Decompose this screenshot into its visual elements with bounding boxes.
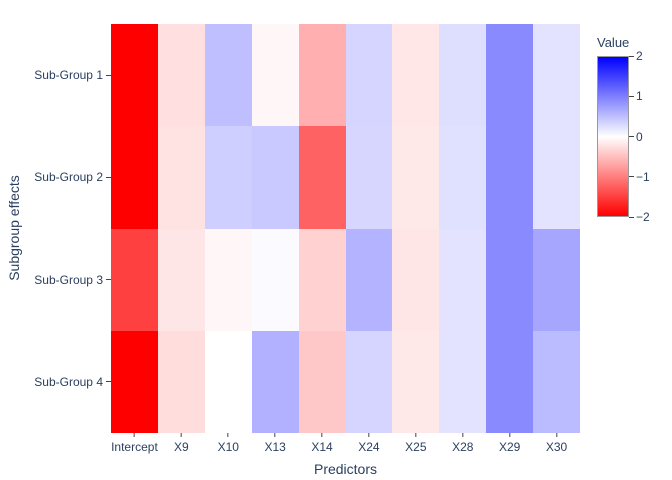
y-axis-ticks: Sub-Group 1 Sub-Group 2 Sub-Group 3 Sub-Gro… — [0, 24, 111, 433]
heatmap-cell — [251, 330, 299, 433]
heatmap-cell — [111, 24, 158, 127]
heatmap-cell — [439, 228, 487, 331]
x-tick-mark — [274, 433, 276, 437]
heatmap-cell — [157, 330, 205, 433]
heatmap-cell — [251, 126, 299, 229]
x-tick-label: X9 — [174, 433, 189, 454]
x-tick-mark — [368, 433, 370, 437]
colorbar[interactable]: 2 1 0 −1 −2 — [597, 49, 650, 224]
heatmap-cell — [204, 126, 252, 229]
colorbar-tick-label: −1 — [629, 170, 650, 184]
x-tick-mark — [556, 433, 558, 437]
heatmap-cell — [251, 228, 299, 331]
y-tick-mark — [106, 279, 111, 281]
heatmap-cell — [298, 24, 346, 127]
x-tick-label: X25 — [405, 433, 427, 454]
colorbar-tick-mark — [629, 95, 634, 97]
x-tick-mark — [415, 433, 417, 437]
heatmap-cell — [486, 24, 534, 127]
colorbar-gradient — [597, 56, 629, 217]
heatmap-cell — [111, 126, 158, 229]
x-tick-mark — [509, 433, 511, 437]
colorbar-tick-mark — [629, 216, 634, 218]
colorbar-tick-label: 2 — [629, 49, 643, 63]
colorbar-tick-label: 0 — [629, 130, 643, 144]
y-tick-mark — [106, 381, 111, 383]
x-tick-label: X10 — [218, 433, 239, 454]
colorbar-tick-mark — [629, 176, 634, 178]
x-tick-mark — [180, 433, 182, 437]
colorbar-tick-mark — [629, 55, 634, 57]
heatmap-cell — [392, 330, 440, 433]
heatmap-cell — [204, 24, 252, 127]
x-tick-mark — [462, 433, 464, 437]
x-axis-ticks: Intercept X9 X10 X13 X14 X24 X25 X28 X29 X30 — [111, 433, 580, 459]
heatmap-cell — [111, 330, 158, 433]
heatmap-cell — [439, 24, 487, 127]
heatmap-cell — [533, 228, 580, 331]
heatmap-cell — [298, 330, 346, 433]
heatmap-cell — [486, 330, 534, 433]
heatmap-cell — [439, 330, 487, 433]
x-tick-mark — [133, 433, 135, 437]
heatmap-cell — [345, 330, 393, 433]
x-tick-label: Intercept — [111, 433, 158, 454]
x-tick-label: X14 — [311, 433, 333, 454]
y-tick-mark — [106, 176, 111, 178]
heatmap-cell — [392, 126, 440, 229]
colorbar-tick-label: 1 — [629, 89, 643, 103]
x-axis-title: Predictors — [313, 461, 378, 477]
heatmap-grid[interactable] — [111, 24, 580, 433]
x-tick-label: X24 — [358, 433, 380, 454]
heatmap-cell — [533, 126, 580, 229]
x-tick-label: X30 — [546, 433, 567, 454]
x-tick-label: X28 — [452, 433, 473, 454]
colorbar-title: Value — [597, 35, 630, 50]
heatmap-cell — [345, 126, 393, 229]
heatmap-cell — [204, 330, 252, 433]
heatmap-cell — [157, 126, 205, 229]
heatmap-cell — [439, 126, 487, 229]
heatmap-cell — [392, 24, 440, 127]
heatmap-cell — [533, 24, 580, 127]
colorbar-tick-mark — [629, 136, 634, 137]
heatmap-cell — [345, 228, 393, 331]
heatmap-cell — [298, 228, 346, 331]
heatmap-cell — [157, 228, 205, 331]
y-tick-label: Sub-Group 3 — [34, 273, 111, 287]
y-tick-mark — [106, 74, 111, 76]
x-tick-label: X13 — [264, 433, 286, 454]
x-tick-mark — [227, 433, 229, 437]
heatmap-cell — [486, 228, 534, 331]
heatmap-cell — [533, 330, 580, 433]
x-tick-label: X29 — [499, 433, 520, 454]
heatmap-cell — [392, 228, 440, 331]
heatmap-cell — [345, 24, 393, 127]
y-tick-label: Sub-Group 2 — [34, 170, 111, 184]
heatmap-cell — [298, 126, 346, 229]
heatmap-cell — [204, 228, 252, 331]
y-tick-label: Sub-Group 4 — [34, 375, 111, 389]
heatmap-cell — [111, 228, 158, 331]
heatmap-cell — [486, 126, 534, 229]
x-tick-mark — [321, 433, 323, 437]
colorbar-tick-label: −2 — [629, 210, 650, 224]
heatmap-cell — [251, 24, 299, 127]
heatmap-cell — [157, 24, 205, 127]
y-tick-label: Sub-Group 1 — [34, 68, 111, 82]
